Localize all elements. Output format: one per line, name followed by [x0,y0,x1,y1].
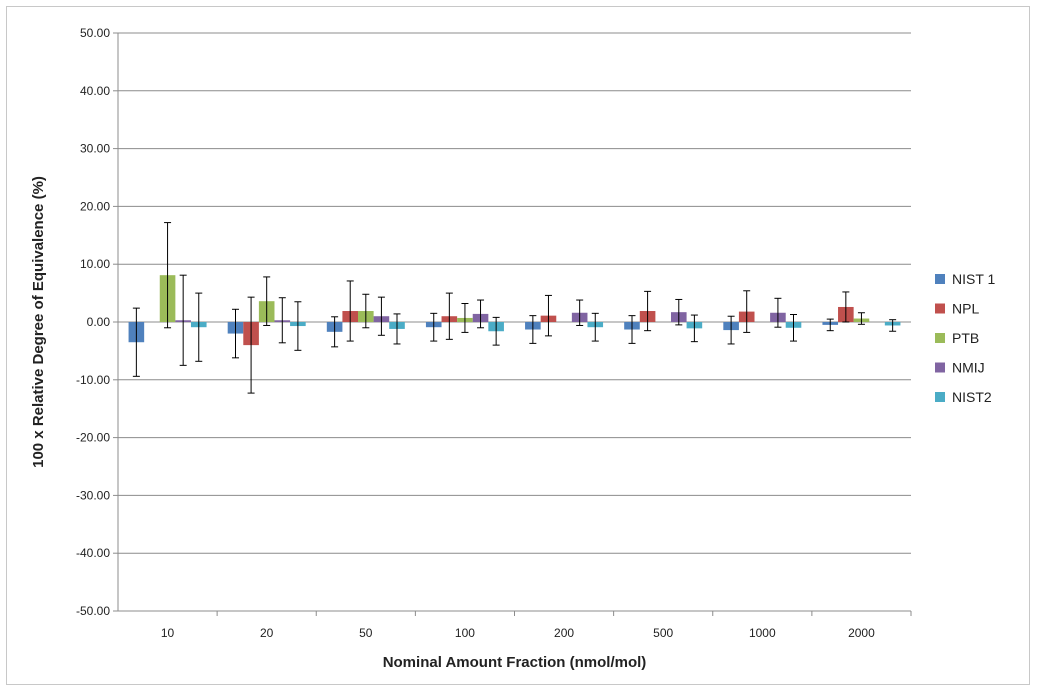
y-tick-label: 20.00 [80,199,110,213]
bar-chart: -50.00 -40.00 -30.00 -20.00 -10.00 0.00 10.00 2… [30,26,996,671]
legend-label: PTB [952,330,979,346]
legend-swatch [935,274,945,284]
x-axis-title: Nominal Amount Fraction (nmol/mol) [383,654,647,671]
chart-frame: -50.00 -40.00 -30.00 -20.00 -10.00 0.00 10.00 2… [6,6,1030,685]
legend-label: NMIJ [952,360,985,376]
legend-swatch [935,362,945,373]
x-tick-label: 2000 [848,626,875,640]
y-tick-label: 10.00 [80,257,110,271]
x-tick-label: 500 [653,626,673,640]
y-tick-label: -30.00 [76,488,110,502]
legend-swatch [935,303,945,314]
y-tick-label: 30.00 [80,142,110,156]
legend-label: NIST2 [952,389,992,405]
y-axis-title: 100 x Relative Degree of Equivalence (%) [30,176,47,468]
y-tick-label: -50.00 [76,604,110,618]
y-tick-label: 40.00 [80,84,110,98]
x-tick-label: 50 [359,626,373,640]
x-tick-label: 200 [554,626,574,640]
error-bars [132,222,897,394]
x-tick-label: 100 [455,626,475,640]
legend: NIST 1 NPL PTB NMIJ NIST2 [935,271,996,405]
y-tick-label: -40.00 [76,546,110,560]
y-tick-label: -10.00 [76,373,110,387]
legend-swatch [935,392,945,402]
legend-label: NPL [952,301,979,317]
axes: -50.00 -40.00 -30.00 -20.00 -10.00 0.00 10.00 2… [76,26,912,640]
y-tick-label: 50.00 [80,26,110,40]
legend-swatch [935,333,945,343]
legend-label: NIST 1 [952,271,996,287]
x-tick-label: 20 [260,626,274,640]
y-tick-label: -20.00 [76,431,110,445]
x-tick-label: 1000 [749,626,776,640]
bars [128,275,901,346]
x-tick-label: 10 [161,626,175,640]
y-tick-label: 0.00 [87,315,111,329]
